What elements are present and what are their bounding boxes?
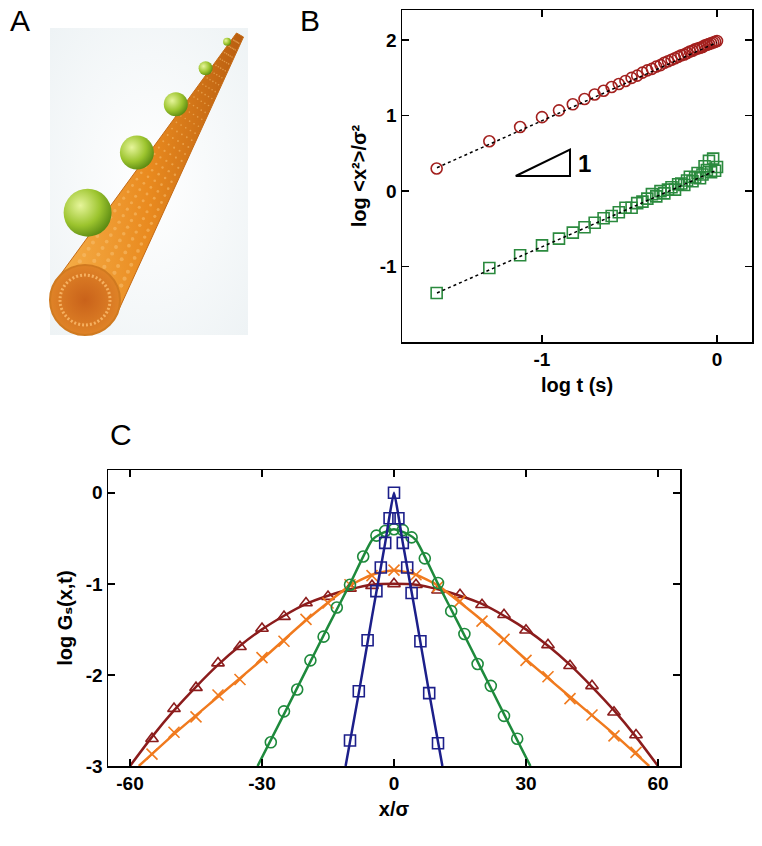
- svg-text:0: 0: [386, 181, 397, 202]
- svg-text:1: 1: [578, 150, 591, 177]
- svg-text:-3: -3: [86, 756, 103, 777]
- svg-text:0: 0: [389, 773, 400, 794]
- svg-text:60: 60: [647, 773, 668, 794]
- svg-text:-1: -1: [86, 574, 103, 595]
- svg-text:0: 0: [92, 482, 103, 503]
- svg-text:-2: -2: [86, 665, 103, 686]
- svg-text:-30: -30: [248, 773, 275, 794]
- svg-text:log t (s): log t (s): [541, 374, 613, 396]
- svg-text:log <x²>/σ²: log <x²>/σ²: [348, 124, 370, 227]
- svg-text:-1: -1: [534, 349, 551, 370]
- svg-text:1: 1: [386, 105, 397, 126]
- svg-text:log Gₛ(x,t): log Gₛ(x,t): [54, 570, 76, 665]
- svg-text:30: 30: [515, 773, 536, 794]
- svg-text:x/σ: x/σ: [379, 798, 410, 820]
- html-text:B: B: [300, 4, 320, 37]
- svg-text:-1: -1: [380, 256, 397, 277]
- svg-text:0: 0: [712, 349, 723, 370]
- html-text:A: A: [10, 4, 30, 37]
- svg-text:-60: -60: [116, 773, 143, 794]
- html-text:C: C: [110, 418, 132, 451]
- svg-text:2: 2: [386, 30, 397, 51]
